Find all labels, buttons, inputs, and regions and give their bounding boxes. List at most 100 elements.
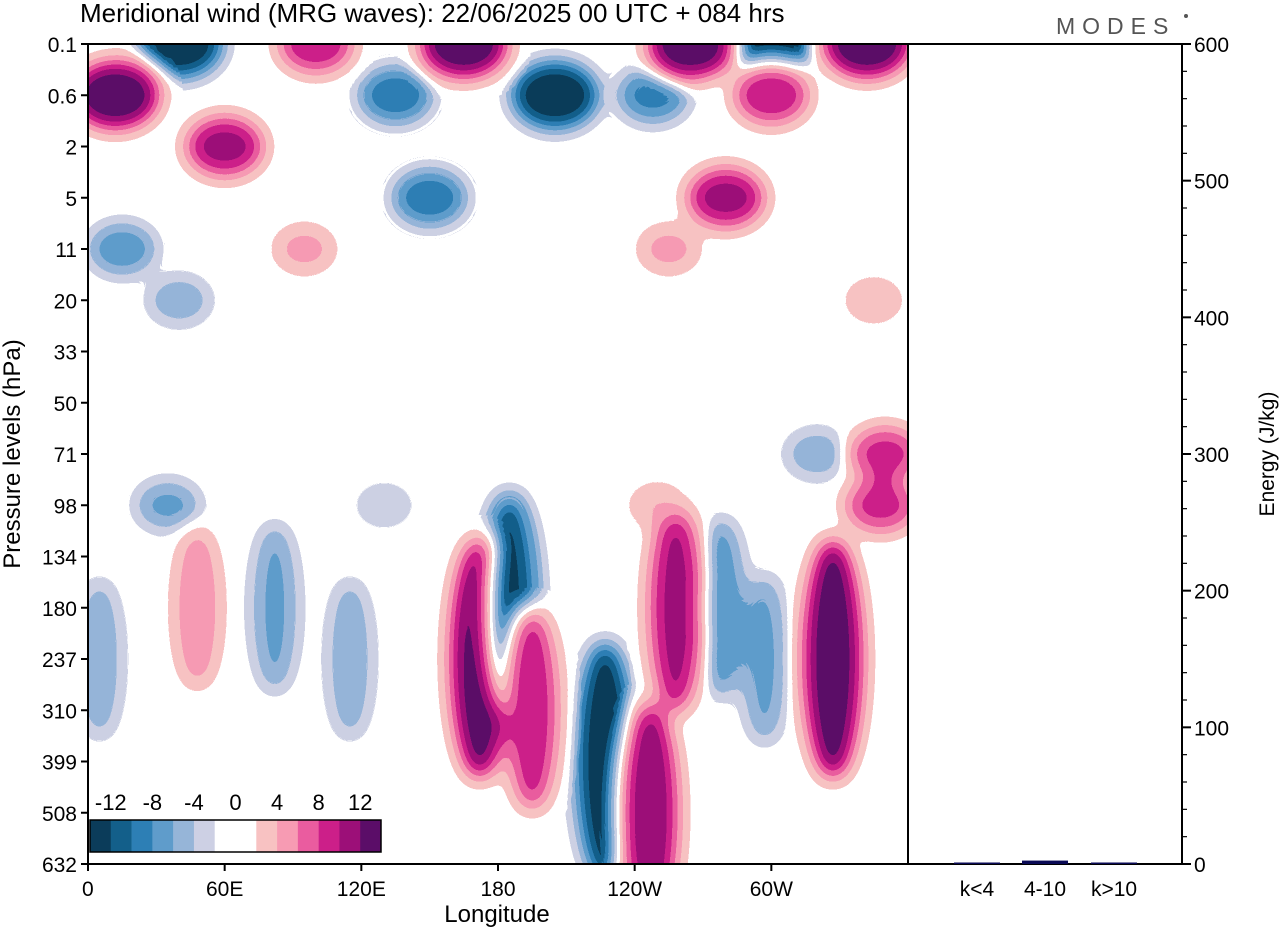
field-feature xyxy=(176,527,218,688)
y-tick-label: 0.6 xyxy=(48,85,77,108)
field-feature xyxy=(805,539,861,779)
energy-category-label: k>10 xyxy=(1091,878,1137,901)
field-feature xyxy=(508,610,557,811)
field-feature xyxy=(279,44,353,72)
energy-category-label: 4-10 xyxy=(1024,878,1066,901)
field-feature xyxy=(275,227,333,271)
energy-tick-label: 100 xyxy=(1194,717,1229,740)
x-tick-label: 120W xyxy=(607,878,662,901)
colorbar-swatch xyxy=(110,820,132,852)
colorbar-label: -4 xyxy=(184,790,204,815)
field-feature xyxy=(88,579,120,739)
field-feature xyxy=(624,702,677,864)
y-tick-label: 310 xyxy=(42,700,77,723)
colorbar-swatch xyxy=(360,820,382,852)
y-tick-label: 180 xyxy=(42,598,77,621)
field-feature xyxy=(640,227,698,271)
field-feature xyxy=(698,517,744,698)
y-tick-label: 5 xyxy=(65,188,77,211)
chart-title: Meridional wind (MRG waves): 22/06/2025 … xyxy=(80,0,785,28)
colorbar-swatch xyxy=(339,820,361,852)
colorbar-label: 12 xyxy=(348,790,372,815)
field-feature xyxy=(687,168,764,227)
x-tick-label: 120E xyxy=(337,878,386,901)
colorbar-swatch xyxy=(256,820,278,852)
colorbar-swatch xyxy=(193,820,216,852)
y-tick-label: 33 xyxy=(54,342,77,365)
colorbar-swatch xyxy=(173,820,195,852)
field-feature xyxy=(577,641,633,864)
x-tick-label: 0 xyxy=(82,878,94,901)
energy-tick-label: 0 xyxy=(1194,854,1206,877)
field-feature xyxy=(743,574,786,744)
colorbar-frame xyxy=(89,819,382,853)
logo-dot xyxy=(1184,14,1188,18)
field-feature xyxy=(136,481,200,530)
colorbar-label: 8 xyxy=(313,790,325,815)
colorbar-swatch xyxy=(90,820,112,852)
y-tick-label: 50 xyxy=(54,393,77,416)
energy-tick-label: 600 xyxy=(1194,34,1229,57)
field-feature xyxy=(329,579,371,739)
field-feature xyxy=(186,117,263,176)
colorbar-swatch xyxy=(131,820,153,852)
energy-tick-label: 300 xyxy=(1194,444,1229,467)
x-axis-label: Longitude xyxy=(444,901,549,928)
field-feature xyxy=(824,44,908,77)
y-tick-label: 71 xyxy=(54,444,77,467)
y-tick-label: 237 xyxy=(42,649,77,672)
energy-category-label: k<4 xyxy=(960,878,995,901)
colorbar-swatch xyxy=(152,820,174,852)
colorbar-swatch xyxy=(214,820,236,852)
colorbar-swatch xyxy=(235,820,257,852)
colorbar-swatch xyxy=(297,820,319,852)
field-feature xyxy=(845,478,908,532)
y-tick-label: 134 xyxy=(42,547,77,570)
modes-logo: MODES xyxy=(1056,13,1175,39)
field-feature xyxy=(357,485,411,526)
y-tick-label: 632 xyxy=(42,854,77,877)
energy-tick-label: 400 xyxy=(1194,307,1229,330)
field-feature xyxy=(421,44,507,77)
field-feature xyxy=(88,62,159,129)
field-feature xyxy=(88,223,156,275)
colorbar-swatch xyxy=(277,820,299,852)
field-feature xyxy=(648,44,735,77)
field-feature xyxy=(850,427,908,481)
x-tick-label: 180 xyxy=(480,878,515,901)
y-tick-label: 0.1 xyxy=(48,34,77,57)
heatmap-field xyxy=(88,44,908,864)
y-tick-label: 20 xyxy=(54,290,77,313)
energy-bar xyxy=(954,862,1000,864)
field-feature xyxy=(136,44,222,77)
colorbar: -12 -8 -4 0 4 8 12 xyxy=(89,790,382,853)
colorbar-label: -8 xyxy=(143,790,163,815)
y-tick-label: 2 xyxy=(65,137,77,160)
field-feature xyxy=(149,277,210,323)
energy-tick-label: 500 xyxy=(1194,171,1229,194)
colorbar-label: 4 xyxy=(271,790,283,815)
field-feature xyxy=(359,67,432,123)
x-tick-label: 60E xyxy=(206,878,243,901)
y-tick-label: 399 xyxy=(42,752,77,775)
field-feature xyxy=(650,502,701,713)
field-feature xyxy=(734,67,808,123)
field-feature xyxy=(728,44,815,77)
field-feature xyxy=(253,522,297,693)
colorbar-label: -12 xyxy=(95,790,127,815)
energy-bar xyxy=(1022,860,1068,864)
energy-tick-label: 200 xyxy=(1194,581,1229,604)
y-tick-label: 508 xyxy=(42,803,77,826)
y-tick-label: 98 xyxy=(54,495,77,518)
colorbar-swatch xyxy=(318,820,340,852)
energy-panel-frame xyxy=(907,43,1183,865)
field-feature xyxy=(618,68,688,122)
field-feature xyxy=(630,485,685,526)
colorbar-label: 0 xyxy=(229,790,241,815)
y-axis-label: Pressure levels (hPa) xyxy=(0,339,26,568)
field-feature xyxy=(847,280,901,321)
field-feature xyxy=(512,62,598,129)
energy-axis-label: Energy (J/kg) xyxy=(1256,392,1279,517)
y-tick-label: 11 xyxy=(55,239,77,262)
